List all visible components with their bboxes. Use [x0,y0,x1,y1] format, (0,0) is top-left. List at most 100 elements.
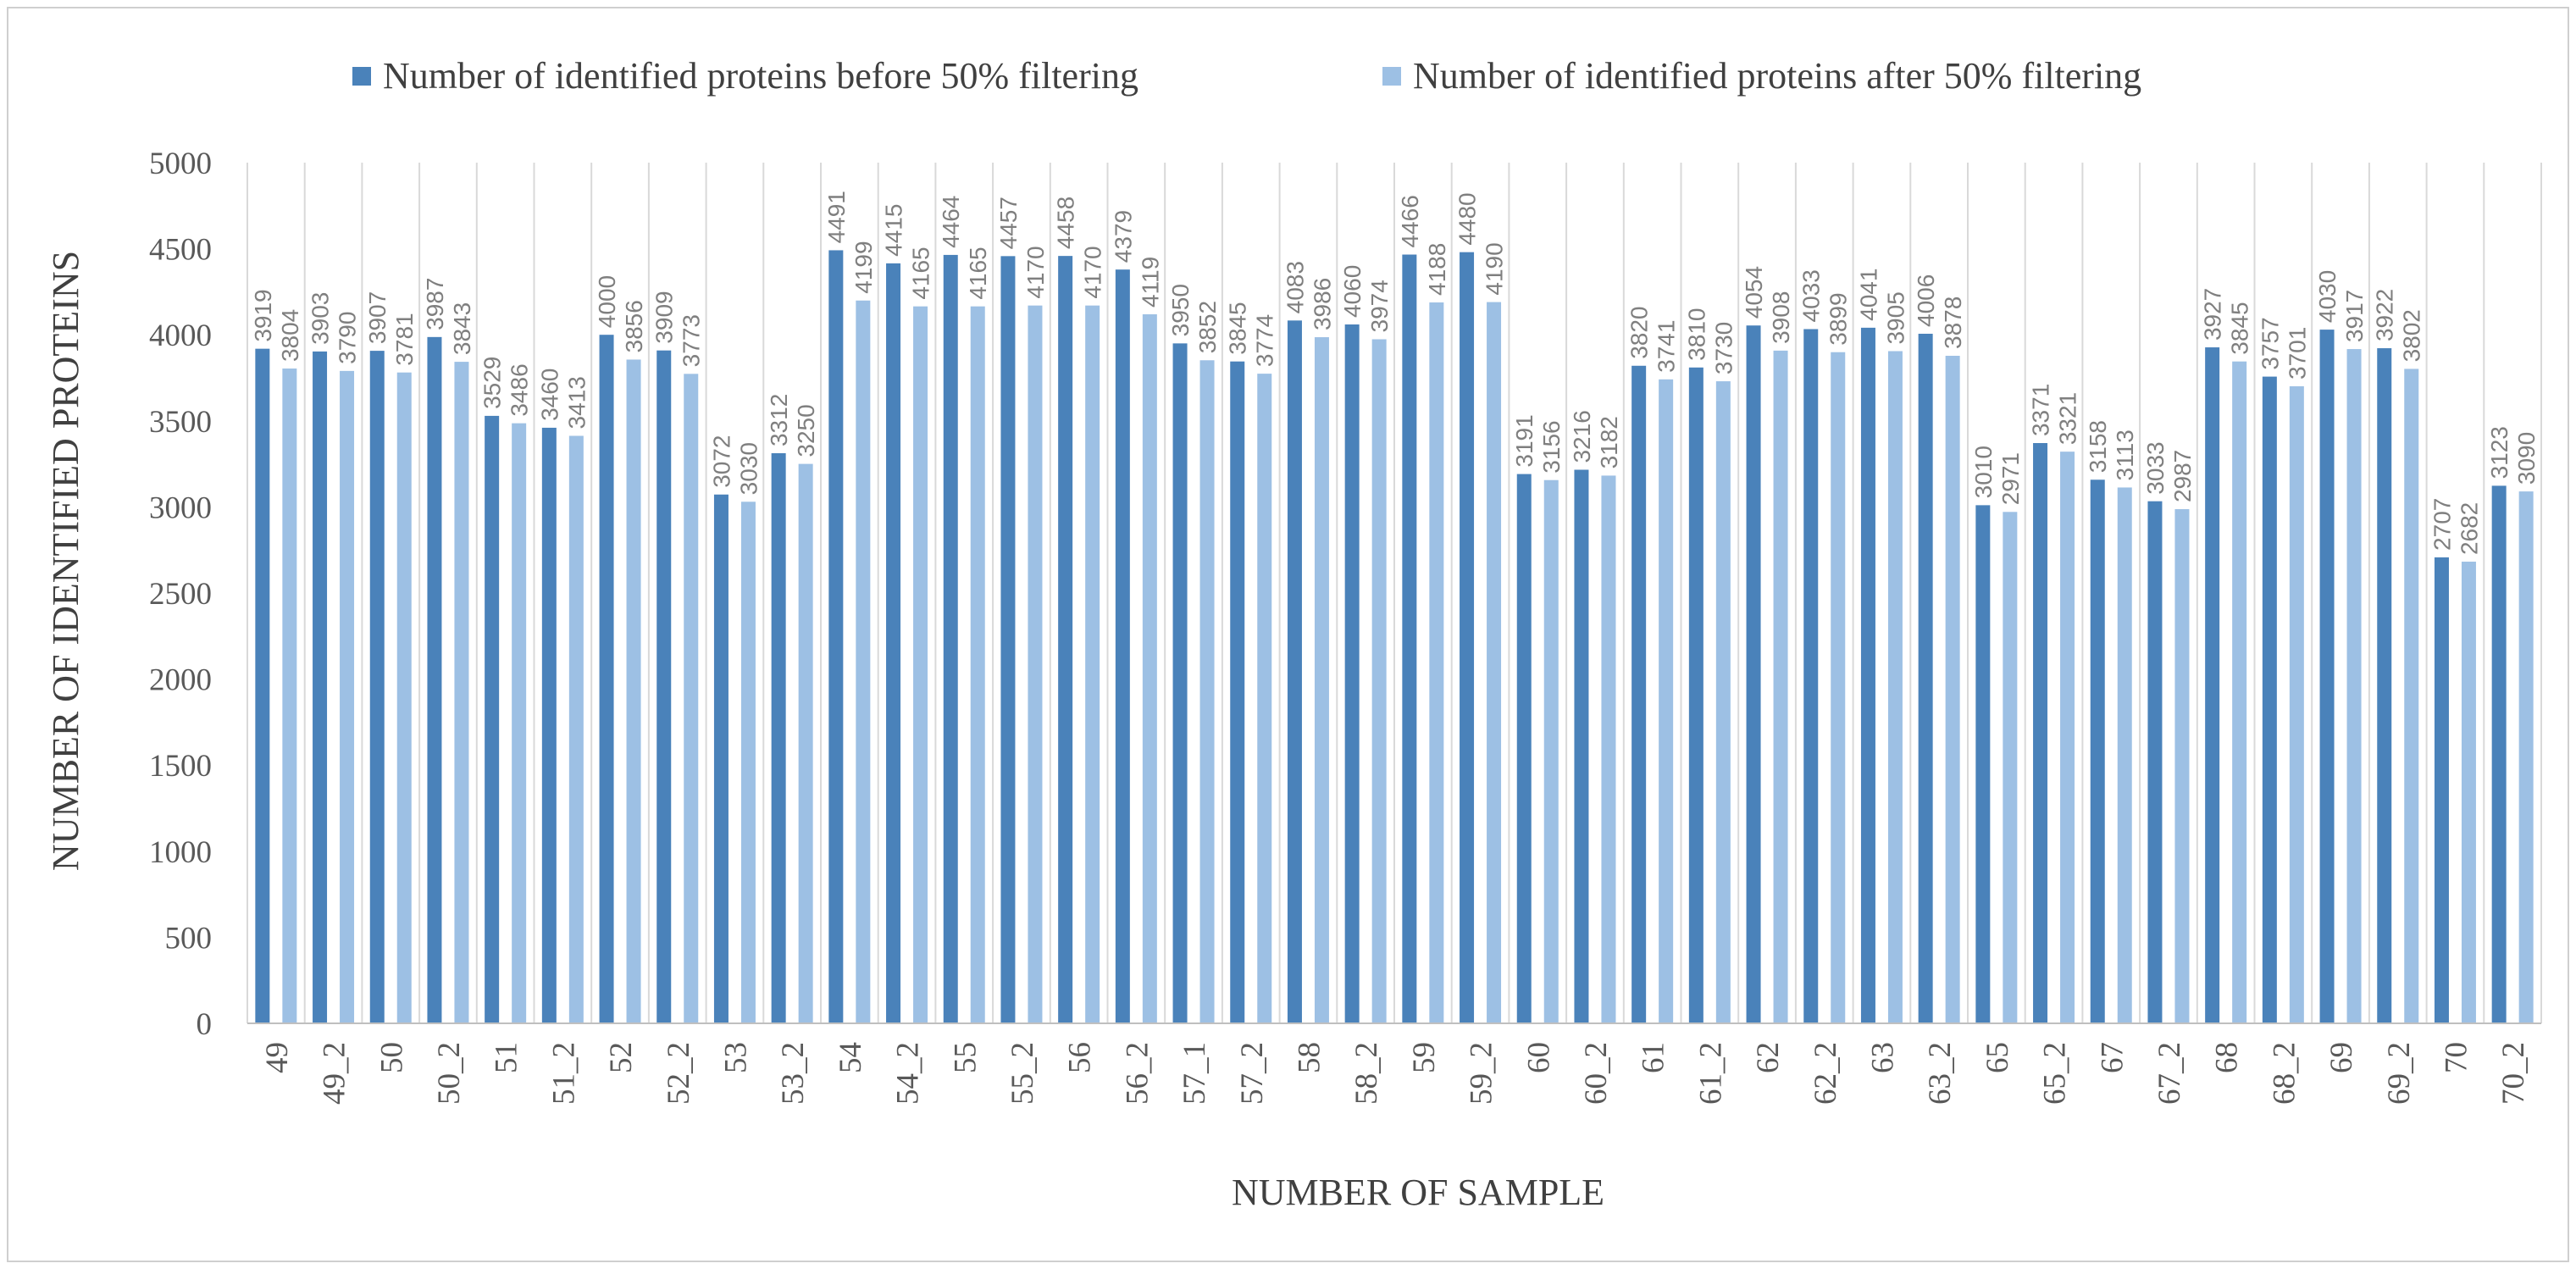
bar-after [1142,314,1157,1024]
data-label-before: 4030 [2314,270,2341,323]
y-tick-label: 2000 [149,663,212,698]
x-tick-label: 56_2 [1120,1042,1155,1105]
bar-before [1574,469,1589,1023]
data-label-before: 3158 [2085,420,2111,473]
bar-before [886,263,901,1023]
x-tick-label: 70_2 [2496,1042,2531,1105]
bar-after [2404,369,2419,1023]
bar-after [626,359,641,1023]
bar-before [1860,327,1875,1024]
data-label-before: 3919 [250,289,276,341]
y-tick-label: 3500 [149,405,212,440]
data-label-before: 3757 [2257,317,2283,369]
data-label-before: 4415 [881,204,907,257]
data-label-before: 3371 [2028,384,2054,436]
data-label-before: 3922 [2372,289,2398,341]
x-tick-label: 53_2 [776,1042,811,1105]
x-tick-label: 58_2 [1349,1042,1384,1105]
data-label-after: 3790 [335,312,361,364]
data-label-after: 3730 [1710,322,1737,374]
bar-after [454,362,469,1023]
bar-after [1715,381,1731,1024]
data-label-after: 3856 [621,300,647,352]
bars [255,250,2534,1024]
bar-before [313,351,328,1023]
data-label-before: 4379 [1110,210,1136,263]
bar-after [2461,562,2476,1023]
y-axis-ticks: 0 500 1000 1500 2000 2500 3000 3500 4000 4500 5000 [149,147,212,1042]
bar-after [1085,305,1100,1023]
data-label-after: 3802 [2399,309,2425,362]
data-label-before: 3987 [422,278,448,330]
x-tick-label: 60 [1521,1042,1556,1073]
bar-after [913,306,928,1023]
bar-before [2205,347,2220,1024]
x-tick-label: 56 [1063,1042,1098,1073]
bar-after [1429,302,1444,1023]
bar-before [2434,557,2449,1023]
bar-after [2003,512,2018,1023]
data-label-before: 3191 [1511,414,1537,467]
x-tick-label: 63_2 [1923,1042,1958,1105]
legend-label-after: Number of identified proteins after 50% … [1413,55,2141,97]
data-label-after: 4199 [850,241,877,293]
x-tick-label: 57_2 [1235,1042,1270,1105]
data-label-before: 2707 [2429,498,2455,551]
data-label-before: 3820 [1626,306,1653,358]
bar-after [1887,351,1903,1023]
x-tick-label: 68 [2210,1042,2245,1073]
y-tick-label: 1000 [149,835,212,870]
bar-after [1487,302,1502,1023]
x-tick-label: 63 [1865,1042,1900,1073]
data-label-after: 3113 [2112,429,2138,480]
bar-before [1115,269,1130,1023]
bar-after [1199,360,1215,1024]
bar-before [656,350,672,1024]
y-tick-label: 2500 [149,577,212,612]
y-tick-label: 3000 [149,490,212,525]
bar-after [2232,361,2247,1023]
y-tick-label: 4000 [149,319,212,353]
bar-before [2491,485,2507,1023]
x-tick-label: 70 [2439,1042,2474,1073]
bar-after [396,372,412,1023]
x-tick-label: 55_2 [1005,1042,1040,1105]
data-label-after: 4165 [908,247,934,299]
y-tick-label: 500 [165,921,213,956]
bar-after [512,423,527,1024]
bar-after [856,300,871,1024]
x-axis-ticks: 49 49_2 50 50_2 51 51_2 52 52_2 53 53_2 54 54_2 55 55… [260,1042,2531,1105]
data-label-after: 3774 [1252,314,1278,367]
data-label-before: 3312 [766,394,792,446]
legend-label-before: Number of identified proteins before 50%… [383,55,1138,97]
x-tick-label: 60_2 [1579,1042,1614,1105]
data-label-after: 3030 [735,442,762,495]
bar-before [1000,256,1016,1023]
data-label-after: 3804 [277,309,303,362]
legend-swatch-before [352,67,371,86]
data-label-before: 4464 [938,196,964,248]
data-label-after: 3878 [1940,296,1966,349]
data-label-before: 3927 [2200,288,2226,341]
bar-before [2377,348,2392,1024]
data-label-before: 3460 [536,369,562,421]
x-tick-label: 65_2 [2038,1042,2073,1105]
legend-swatch-after [1382,67,1401,86]
bar-after [2518,491,2534,1023]
x-tick-label: 51 [490,1042,524,1073]
data-label-before: 3529 [479,357,506,409]
x-tick-label: 59_2 [1465,1042,1499,1105]
bar-before [2090,479,2105,1023]
x-tick-label: 58 [1292,1042,1327,1073]
data-label-after: 3845 [2227,302,2253,354]
x-tick-label: 61 [1637,1042,1671,1073]
y-tick-label: 5000 [149,147,212,181]
bar-after [1659,379,1674,1023]
data-label-after: 4170 [1022,246,1049,298]
data-label-after: 4188 [1424,243,1450,296]
y-axis-title: NUMBER OF IDENTIFIED PROTEINS [45,251,86,871]
bar-after [1314,337,1329,1023]
data-label-before: 4006 [1913,274,1939,327]
x-tick-label: 53 [718,1042,753,1073]
